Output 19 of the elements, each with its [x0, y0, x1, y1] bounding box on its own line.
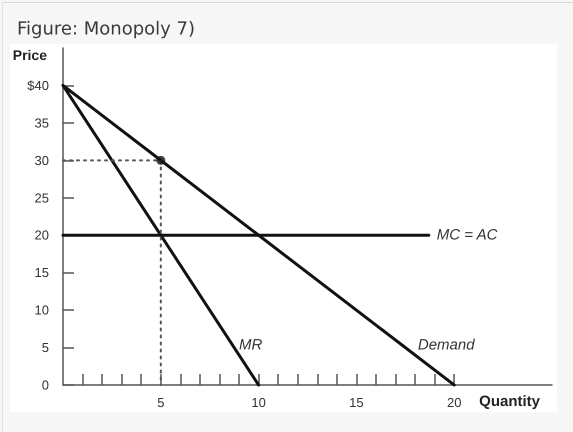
y-tick-label: 5 — [42, 340, 49, 356]
y-tick-label: 10 — [34, 302, 49, 318]
x-tick-label: 15 — [349, 395, 364, 410]
x-tick-label: 20 — [446, 395, 462, 410]
series-label: MR — [238, 336, 262, 354]
y-tick-label: 25 — [34, 190, 49, 206]
y-axis-title: Price — [12, 47, 48, 63]
y-tick-label: 20 — [34, 228, 49, 243]
y-tick-label: 15 — [34, 265, 49, 280]
chart-title: Figure: Monopoly 7) — [17, 18, 195, 40]
y-tick-label: 0 — [42, 378, 49, 392]
x-axis-title: Quantity — [479, 393, 541, 410]
series-label: Demand — [418, 336, 476, 354]
x-tick-label: 10 — [251, 395, 266, 410]
y-tick-label: $40 — [27, 78, 49, 93]
series-label: MC = AC — [436, 226, 498, 244]
y-tick-label: 35 — [34, 115, 49, 130]
y-tick-label: 30 — [34, 152, 49, 168]
x-tick-label: 5 — [157, 395, 164, 410]
